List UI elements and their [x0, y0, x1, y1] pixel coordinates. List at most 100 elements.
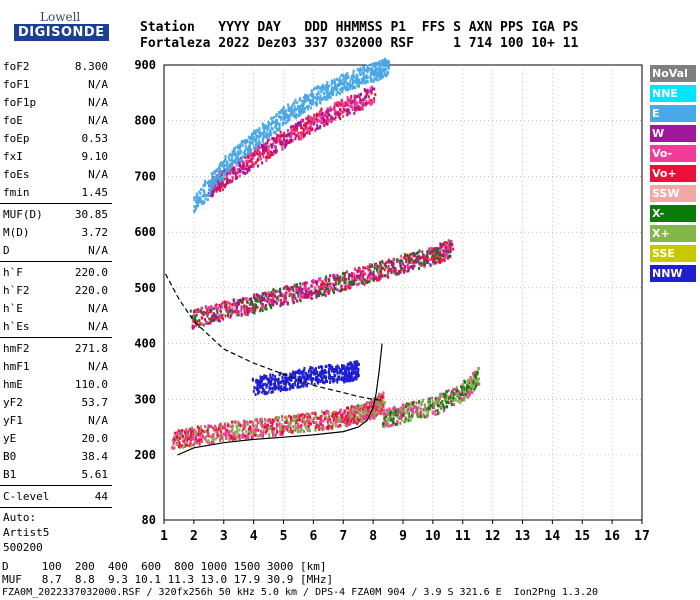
echo-pixel [423, 403, 426, 407]
echo-pixel [270, 299, 273, 303]
echo-pixel [317, 292, 320, 296]
echo-pixel [323, 124, 326, 128]
echo-pixel [332, 418, 335, 422]
echo-pixel [343, 376, 345, 380]
echo-pixel [215, 303, 218, 307]
x-tick-label: 7 [339, 529, 347, 544]
echo-pixel [344, 423, 347, 427]
echo-pixel [327, 292, 330, 296]
echo-pixel [339, 368, 342, 372]
echo-pixel [267, 291, 270, 295]
echo-pixel [193, 313, 196, 317]
echo-pixel [264, 391, 267, 394]
echo-pixel [270, 116, 273, 120]
echo-pixel [262, 377, 265, 381]
echo-pixel [356, 360, 359, 364]
echo-pixel [301, 420, 304, 424]
echo-pixel [311, 370, 314, 374]
echo-pixel [266, 128, 269, 132]
echo-pixel [220, 164, 223, 168]
param-name: h`E [3, 302, 23, 315]
echo-pixel [255, 136, 258, 140]
echo-pixel [436, 398, 439, 402]
echo-pixel [203, 310, 205, 314]
echo-pixel [459, 401, 462, 405]
echo-pixel [210, 424, 213, 428]
echo-pixel [378, 397, 381, 401]
echo-pixel [423, 265, 426, 269]
echo-pixel [267, 126, 270, 130]
echo-pixel [314, 101, 317, 105]
echo-pixel [239, 151, 242, 155]
echo-pixel [327, 424, 330, 428]
echo-pixel [307, 427, 310, 431]
echo-pixel [172, 442, 175, 446]
echo-pixel [390, 268, 393, 272]
echo-pixel [238, 428, 241, 432]
echo-pixel [218, 168, 221, 172]
echo-pixel [459, 393, 462, 397]
echo-pixel [219, 309, 222, 313]
echo-pixel [355, 406, 358, 410]
echo-pixel [274, 433, 277, 437]
echo-pixel [267, 419, 270, 423]
echo-pixel [373, 87, 376, 91]
echo-pixel [453, 403, 455, 407]
echo-pixel [197, 308, 200, 312]
echo-pixel [326, 380, 329, 383]
echo-pixel [289, 112, 292, 116]
echo-pixel [339, 408, 342, 412]
echo-pixel [324, 277, 327, 281]
echo-pixel [345, 287, 348, 291]
echo-pixel [268, 434, 271, 438]
echo-pixel [280, 430, 283, 434]
echo-pixel [251, 435, 254, 438]
echo-pixel [392, 262, 395, 266]
y-tick-label: 300 [134, 392, 156, 406]
echo-pixel [256, 418, 259, 422]
echo-pixel [282, 382, 285, 385]
echo-pixel [380, 408, 383, 412]
echo-pixel [357, 84, 360, 88]
echo-pixel [296, 287, 299, 291]
echo-pixel [261, 387, 264, 391]
echo-pixel [216, 175, 219, 179]
echo-pixel [321, 426, 324, 430]
echo-pixel [264, 307, 267, 311]
echo-pixel [315, 375, 318, 379]
echo-pixel [367, 69, 370, 73]
echo-pixel [259, 134, 262, 138]
echo-pixel [339, 82, 342, 86]
echo-pixel [200, 316, 203, 320]
echo-pixel [252, 303, 255, 307]
echo-pixel [234, 170, 236, 174]
echo-pixel [303, 100, 305, 104]
echo-pixel [369, 74, 372, 78]
echo-pixel [239, 168, 242, 172]
echo-pixel [206, 428, 209, 432]
echo-pixel [173, 446, 176, 450]
echo-pixel [346, 376, 349, 380]
echo-pixel [244, 165, 247, 168]
echo-pixel [358, 268, 361, 271]
echo-pixel [295, 427, 298, 430]
echo-pixel [312, 291, 315, 295]
echo-pixel [298, 425, 300, 429]
echo-pixel [270, 380, 273, 384]
echo-pixel [267, 148, 270, 152]
echo-pixel [333, 374, 336, 378]
echo-pixel [299, 418, 302, 422]
echo-pixel [386, 72, 388, 76]
echo-pixel [348, 421, 351, 425]
param-row: yF1 N/A [0, 412, 112, 430]
echo-pixel [338, 371, 341, 375]
echo-pixel [294, 114, 297, 118]
echo-pixel [214, 313, 217, 317]
echo-pixel [370, 100, 372, 104]
echo-pixel [279, 111, 281, 115]
echo-pixel [219, 162, 222, 166]
echo-pixel [211, 433, 214, 437]
echo-pixel [351, 74, 353, 78]
echo-pixel [182, 437, 185, 441]
echo-pixel [187, 431, 189, 435]
